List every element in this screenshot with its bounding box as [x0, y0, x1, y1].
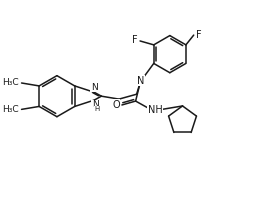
Text: H: H: [94, 106, 100, 112]
Text: H₃C: H₃C: [2, 105, 19, 114]
Text: H₃C: H₃C: [2, 78, 19, 88]
Text: NH: NH: [148, 105, 163, 115]
Text: O: O: [112, 100, 120, 110]
Text: F: F: [132, 35, 138, 45]
Text: F: F: [196, 30, 201, 40]
Text: N: N: [137, 76, 144, 85]
Text: N: N: [91, 83, 97, 92]
Text: N: N: [92, 100, 99, 109]
